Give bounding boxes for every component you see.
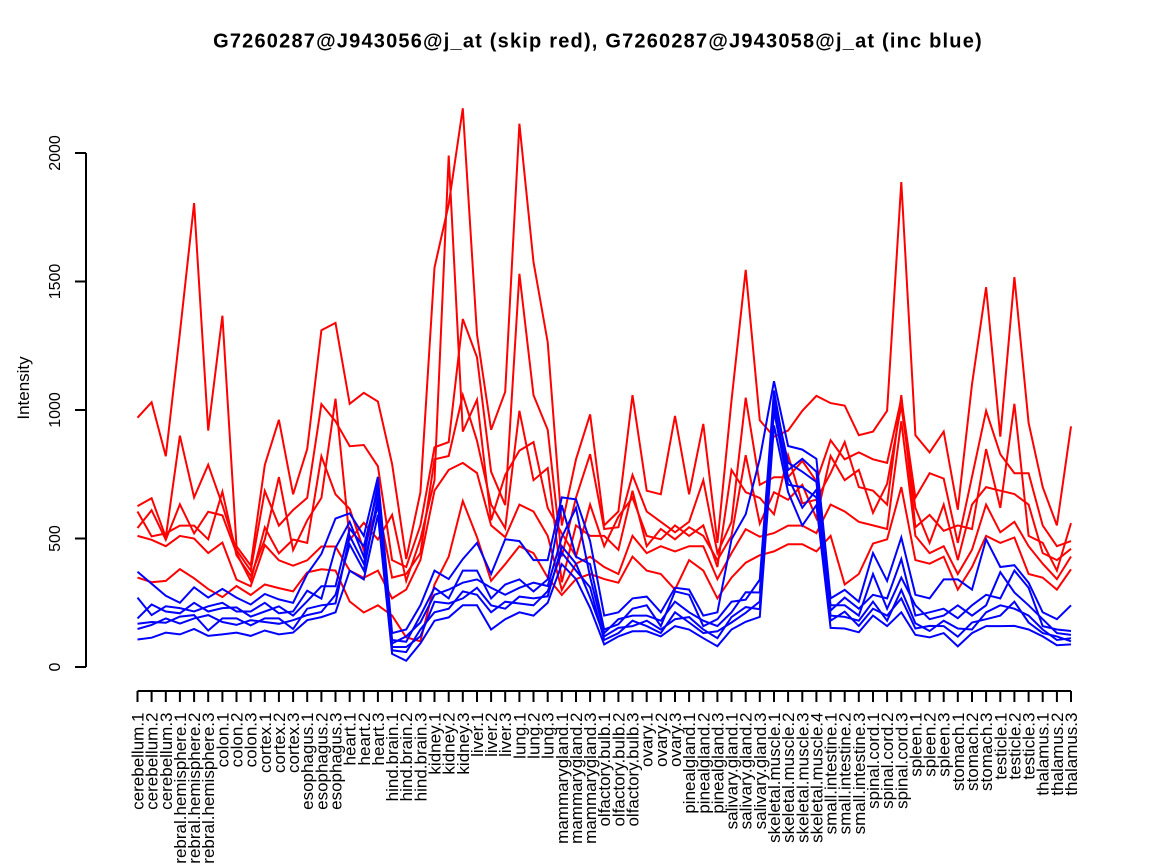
svg-text:ovary.1: ovary.1: [638, 713, 657, 768]
svg-text:0: 0: [47, 662, 64, 671]
svg-text:small.intestine.3: small.intestine.3: [850, 713, 869, 835]
svg-text:salivary.gland.3: salivary.gland.3: [751, 713, 770, 830]
svg-text:pinealgland.3: pinealgland.3: [708, 713, 727, 814]
svg-text:skeletal.muscle.4: skeletal.muscle.4: [807, 713, 826, 843]
svg-text:500: 500: [47, 525, 64, 552]
svg-text:pinealgland.1: pinealgland.1: [680, 713, 699, 814]
svg-text:testicle.1: testicle.1: [991, 713, 1010, 780]
svg-text:spleen.1: spleen.1: [906, 713, 925, 777]
svg-text:esophagus.2: esophagus.2: [312, 713, 331, 810]
svg-text:thalamus.2: thalamus.2: [1048, 713, 1067, 796]
svg-text:testicle.3: testicle.3: [1020, 713, 1039, 780]
svg-text:G7260287@J943056@j_at (skip re: G7260287@J943056@j_at (skip red), G72602…: [213, 31, 983, 53]
svg-text:heart.2: heart.2: [355, 713, 374, 766]
svg-text:spleen.2: spleen.2: [921, 713, 940, 777]
svg-text:stomach.1: stomach.1: [949, 713, 968, 791]
svg-text:small.intestine.1: small.intestine.1: [822, 713, 841, 835]
svg-text:heart.1: heart.1: [341, 713, 360, 766]
svg-text:2000: 2000: [47, 135, 64, 171]
svg-text:colon.2: colon.2: [228, 713, 247, 768]
svg-text:small.intestine.2: small.intestine.2: [836, 713, 855, 835]
svg-text:thalamus.1: thalamus.1: [1034, 713, 1053, 796]
svg-text:mammarygland.3: mammarygland.3: [581, 713, 600, 844]
svg-text:skeletal.muscle.2: skeletal.muscle.2: [779, 713, 798, 843]
svg-text:cerebral.hemisphere.1: cerebral.hemisphere.1: [171, 713, 190, 864]
svg-text:olfactory.bulb.1: olfactory.bulb.1: [595, 713, 614, 827]
svg-text:mammarygland.2: mammarygland.2: [567, 713, 586, 844]
svg-text:lung.3: lung.3: [539, 713, 558, 759]
svg-text:cerebellum.3: cerebellum.3: [157, 713, 176, 810]
svg-text:spleen.3: spleen.3: [935, 713, 954, 777]
svg-text:stomach.3: stomach.3: [977, 713, 996, 791]
svg-text:thalamus.3: thalamus.3: [1062, 713, 1081, 796]
svg-text:spinal.cord.2: spinal.cord.2: [878, 713, 897, 809]
svg-text:spinal.cord.3: spinal.cord.3: [892, 713, 911, 809]
svg-text:cerebellum.1: cerebellum.1: [129, 713, 148, 810]
svg-text:liver.2: liver.2: [482, 713, 501, 757]
svg-text:cerebellum.2: cerebellum.2: [143, 713, 162, 810]
svg-text:spinal.cord.1: spinal.cord.1: [864, 713, 883, 809]
svg-text:salivary.gland.2: salivary.gland.2: [737, 713, 756, 830]
svg-text:lung.2: lung.2: [525, 713, 544, 759]
svg-text:colon.1: colon.1: [213, 713, 232, 768]
svg-text:olfactory.bulb.2: olfactory.bulb.2: [609, 713, 628, 827]
svg-text:stomach.2: stomach.2: [963, 713, 982, 791]
svg-text:cortex.1: cortex.1: [256, 713, 275, 773]
svg-text:salivary.gland.1: salivary.gland.1: [723, 713, 742, 830]
svg-text:esophagus.3: esophagus.3: [327, 713, 346, 810]
svg-text:skeletal.muscle.3: skeletal.muscle.3: [793, 713, 812, 843]
svg-text:cortex.3: cortex.3: [284, 713, 303, 773]
svg-text:pinealgland.2: pinealgland.2: [694, 713, 713, 814]
svg-text:skeletal.muscle.1: skeletal.muscle.1: [765, 713, 784, 843]
svg-text:esophagus.1: esophagus.1: [298, 713, 317, 810]
svg-text:1000: 1000: [47, 392, 64, 428]
svg-text:olfactory.bulb.3: olfactory.bulb.3: [624, 713, 643, 827]
svg-text:kidney.3: kidney.3: [454, 713, 473, 775]
svg-text:hind.brain.1: hind.brain.1: [383, 713, 402, 802]
svg-text:cortex.2: cortex.2: [270, 713, 289, 773]
svg-text:1500: 1500: [47, 264, 64, 300]
svg-text:hind.brain.2: hind.brain.2: [397, 713, 416, 802]
svg-text:testicle.2: testicle.2: [1005, 713, 1024, 780]
svg-text:hind.brain.3: hind.brain.3: [411, 713, 430, 802]
svg-text:kidney.2: kidney.2: [440, 713, 459, 775]
svg-text:Intensity: Intensity: [14, 356, 33, 420]
svg-text:mammarygland.1: mammarygland.1: [553, 713, 572, 844]
svg-text:kidney.1: kidney.1: [426, 713, 445, 775]
svg-text:lung.1: lung.1: [510, 713, 529, 759]
svg-text:cerebral.hemisphere.2: cerebral.hemisphere.2: [185, 713, 204, 864]
svg-text:heart.3: heart.3: [369, 713, 388, 766]
svg-text:ovary.2: ovary.2: [652, 713, 671, 768]
svg-text:ovary.3: ovary.3: [666, 713, 685, 768]
svg-text:liver.3: liver.3: [496, 713, 515, 757]
svg-text:cerebral.hemisphere.3: cerebral.hemisphere.3: [199, 713, 218, 864]
svg-text:colon.3: colon.3: [242, 713, 261, 768]
svg-text:liver.1: liver.1: [468, 713, 487, 757]
